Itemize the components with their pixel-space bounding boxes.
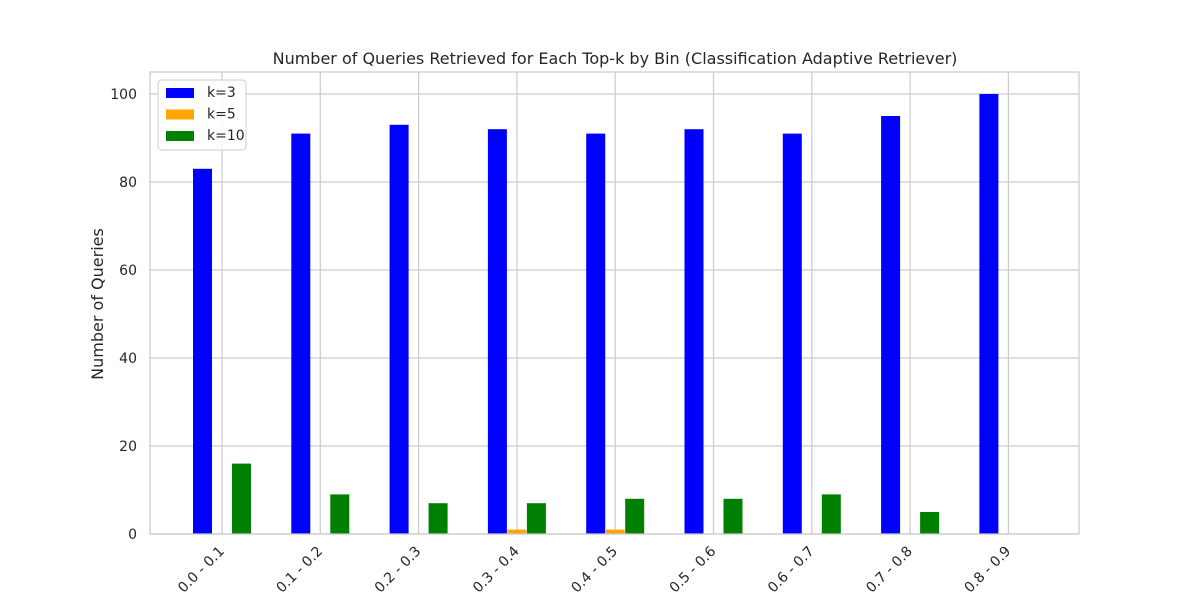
y-tick-labels: 0 20 40 60 80 100	[110, 87, 137, 543]
bar-k-3-1	[193, 168, 212, 535]
bars-group	[193, 94, 999, 535]
bar-k-10-4	[526, 503, 546, 534]
x-tick-label: 0.7 - 0.8	[863, 544, 916, 597]
chart-title: Number of Queries Retrieved for Each Top…	[273, 49, 958, 68]
bar-k-3-9	[979, 94, 999, 534]
legend-swatch	[166, 131, 194, 141]
bar-k-5-4	[507, 529, 527, 534]
bar-k-10-6	[723, 498, 743, 534]
legend-swatch	[166, 88, 194, 98]
x-tick-label: 0.1 - 0.2	[273, 544, 326, 597]
bar-k-10-5	[625, 498, 645, 534]
x-tick-label: 0.4 - 0.5	[568, 544, 621, 597]
bar-k-3-7	[782, 133, 802, 534]
x-tick-label: 0.0 - 0.1	[175, 544, 228, 597]
legend-label: k=3	[207, 85, 236, 101]
y-tick-label: 20	[119, 439, 137, 455]
x-tick-label: 0.5 - 0.6	[667, 543, 720, 596]
legend: k=3 k=5 k=10	[157, 79, 247, 151]
legend-label: k=5	[207, 107, 236, 123]
bar-k-10-7	[821, 494, 841, 534]
y-tick-label: 80	[119, 175, 137, 191]
y-tick-label: 100	[110, 87, 137, 103]
x-tick-label: 0.2 - 0.3	[372, 544, 425, 597]
x-tick-label: 0.3 - 0.4	[470, 543, 523, 596]
y-axis-label: Number of Queries	[88, 228, 107, 380]
bar-k-10-3	[428, 503, 448, 534]
bar-k-3-4	[487, 129, 507, 534]
bar-k-10-2	[330, 494, 350, 534]
bar-k-3-8	[881, 116, 901, 534]
x-tick-label: 0.8 - 0.9	[962, 544, 1015, 597]
bar-k-5-5	[605, 529, 625, 534]
bar-k-10-8	[920, 512, 940, 534]
bar-k-3-5	[586, 133, 606, 534]
y-tick-label: 0	[128, 527, 137, 543]
bar-k-10-1	[232, 463, 251, 534]
bar-k-3-6	[684, 129, 704, 534]
y-tick-label: 60	[119, 263, 137, 279]
x-tick-labels: 0.0 - 0.1 0.1 - 0.2 0.2 - 0.3 0.3 - 0.4 0.4 …	[175, 543, 1014, 596]
legend-swatch	[166, 109, 194, 120]
plot-area-frame	[149, 71, 1080, 535]
grid-lines	[150, 72, 1079, 535]
legend-label: k=10	[207, 128, 245, 144]
y-tick-label: 40	[119, 351, 137, 367]
bar-k-3-3	[389, 124, 409, 535]
x-tick-label: 0.6 - 0.7	[765, 544, 818, 597]
bar-k-3-2	[291, 133, 311, 534]
